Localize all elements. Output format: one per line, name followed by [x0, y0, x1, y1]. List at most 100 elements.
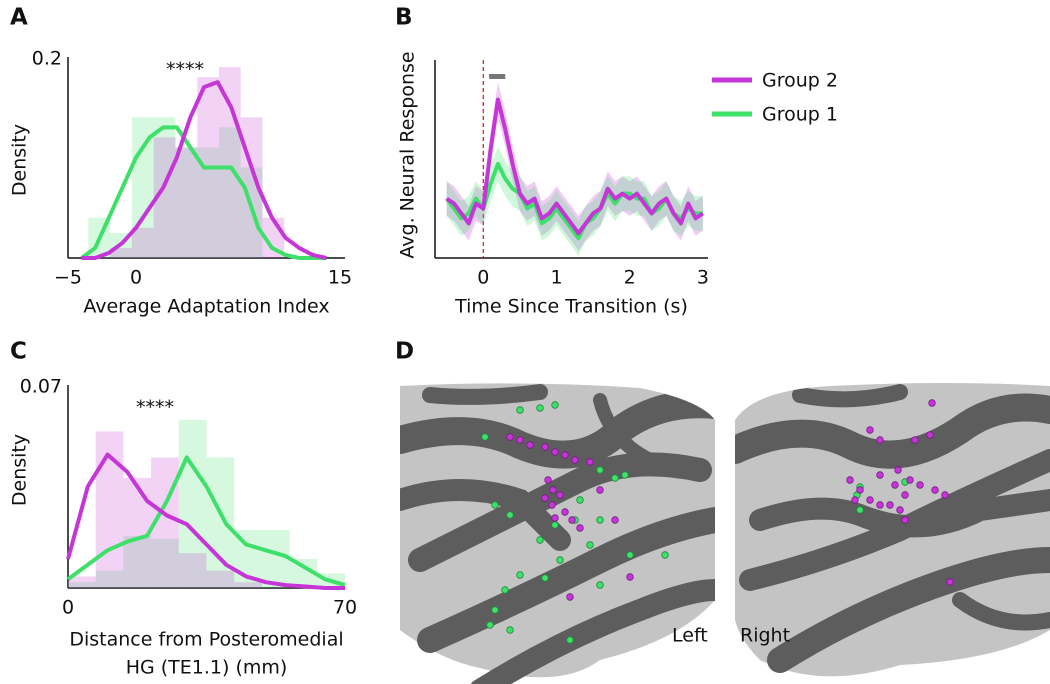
electrode: [851, 496, 859, 504]
electrode: [506, 511, 514, 519]
electrode: [541, 443, 549, 451]
x-tick-label: 3: [697, 267, 709, 289]
x-tick-label: 15: [328, 267, 352, 289]
y-axis-label: Avg. Neural Response: [397, 51, 419, 258]
electrode: [576, 496, 584, 504]
y-axis-label: Density: [9, 434, 31, 506]
panel-label: B: [395, 5, 413, 31]
electrode: [541, 574, 549, 582]
histogram-bar: [95, 570, 124, 588]
histogram-bar: [123, 535, 152, 588]
electrode: [886, 501, 894, 509]
electrode: [516, 406, 524, 414]
electrodes: [481, 399, 954, 644]
panel-label: A: [10, 5, 28, 31]
histogram-bar: [218, 67, 241, 258]
hemisphere-label: Left: [672, 625, 708, 647]
electrode: [551, 514, 559, 522]
electrode: [626, 573, 634, 581]
electrode: [566, 636, 574, 644]
electrode: [576, 524, 584, 532]
histogram-bar: [175, 147, 198, 258]
electrode: [526, 441, 534, 449]
histogram-bar: [131, 227, 154, 258]
electrode: [548, 501, 556, 509]
electrode: [876, 436, 884, 444]
x-axis-label: Time Since Transition (s): [454, 296, 688, 318]
electrode: [941, 491, 949, 499]
x-axis-label: Average Adaptation Index: [83, 296, 329, 318]
x-tick-label: 0: [62, 597, 74, 619]
electrode: [911, 436, 919, 444]
electrode: [586, 541, 594, 549]
electrode: [876, 471, 884, 479]
electrode: [544, 476, 552, 484]
x-axis-label: Distance from Posteromedial: [69, 629, 343, 651]
electrode: [894, 466, 902, 474]
electrode: [596, 516, 604, 524]
electrode: [916, 481, 924, 489]
x-tick-label: 70: [333, 597, 357, 619]
histogram-bar: [261, 530, 290, 588]
histogram-bar: [178, 419, 207, 588]
electrode: [611, 516, 619, 524]
electrode: [866, 496, 874, 504]
electrode: [596, 581, 604, 589]
electrode: [891, 481, 899, 489]
density-curve: [66, 452, 345, 590]
electrode: [536, 404, 544, 412]
electrode: [856, 506, 864, 514]
electrode: [896, 506, 904, 514]
x-tick-label: 1: [550, 267, 562, 289]
electrode: [551, 448, 559, 456]
electrode: [486, 621, 494, 629]
electrode: [556, 556, 564, 564]
x-tick-label: 0: [477, 267, 489, 289]
brain-left: [400, 383, 715, 684]
response-line: [445, 97, 704, 236]
electrode: [586, 458, 594, 466]
electrode: [596, 486, 604, 494]
error-band: [446, 146, 703, 256]
histogram-bar: [206, 570, 235, 588]
histogram-bar: [68, 576, 96, 588]
electrode: [901, 516, 909, 524]
electrode: [901, 491, 909, 499]
electrode: [876, 501, 884, 509]
electrode: [931, 486, 939, 494]
electrode: [481, 433, 489, 441]
electrode: [541, 494, 549, 502]
electrode: [549, 486, 557, 494]
density-curve: [80, 125, 327, 260]
electrode: [561, 451, 569, 459]
electrode: [561, 508, 569, 516]
legend-label: Group 2: [762, 70, 838, 92]
significance-label: ****: [136, 397, 174, 419]
electrode: [551, 521, 559, 529]
electrode: [491, 501, 499, 509]
electrode: [846, 476, 854, 484]
electrode: [501, 586, 509, 594]
significance-bar: [489, 74, 506, 79]
response-line: [445, 161, 703, 241]
electrode: [596, 466, 604, 474]
significance-label: ****: [166, 59, 204, 81]
electrode: [611, 474, 619, 482]
electrode: [506, 626, 514, 634]
electrode: [926, 431, 934, 439]
panel-label: C: [10, 339, 27, 365]
y-axis-label: Density: [9, 124, 31, 196]
histogram-bar: [123, 477, 152, 588]
histogram-bar: [110, 247, 132, 258]
electrode: [556, 491, 564, 499]
histogram-bar: [68, 582, 96, 588]
electrode: [568, 516, 576, 524]
electrode: [928, 399, 936, 407]
electrode: [906, 476, 914, 484]
brain-right: [735, 383, 1050, 677]
electrode: [866, 426, 874, 434]
histogram-bar: [175, 147, 198, 258]
electrode: [571, 456, 579, 464]
